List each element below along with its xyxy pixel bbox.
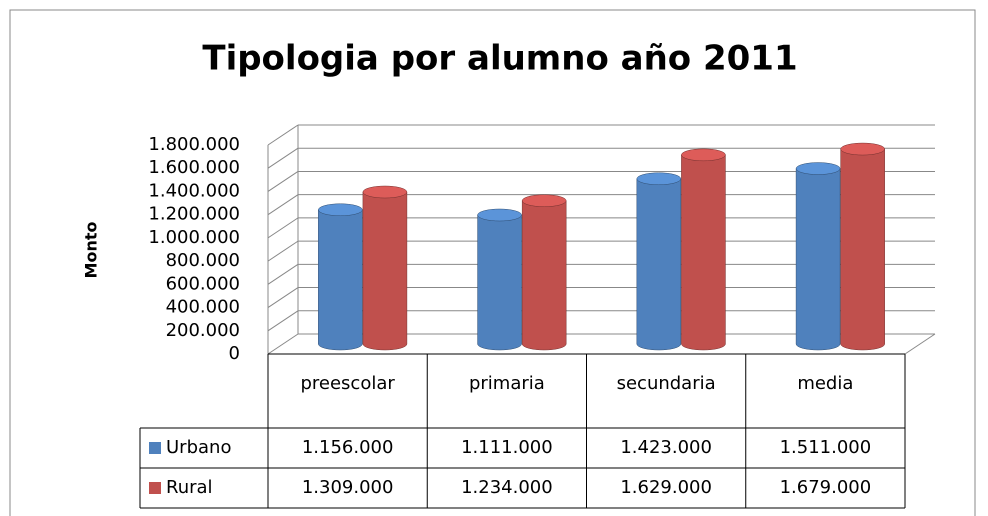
grid-line [267, 217, 299, 239]
legend-swatch [149, 482, 161, 494]
table-value: 1.111.000 [461, 437, 553, 458]
floor-edge [904, 333, 936, 355]
y-tick-label: 1.400.000 [148, 180, 240, 201]
cylinder-top [795, 162, 841, 175]
cylinder-body [840, 148, 885, 351]
y-tick-label: 600.000 [166, 273, 240, 294]
cylinder [521, 194, 567, 351]
cylinder-body [362, 191, 408, 351]
y-tick-label: 800.000 [166, 250, 240, 271]
table-value: 1.309.000 [302, 477, 394, 498]
y-tick-label: 1.200.000 [148, 204, 240, 225]
y-tick-label: 1.000.000 [148, 227, 240, 248]
table-value: 1.679.000 [780, 477, 872, 498]
chart-title: Tipologia por alumno año 2011 [202, 39, 797, 79]
y-tick-label: 1.800.000 [148, 134, 240, 155]
grid-line [267, 194, 299, 216]
cylinder-top [636, 172, 682, 186]
table-value: 1.156.000 [302, 437, 394, 458]
cylinder [477, 208, 522, 351]
cylinder-top [521, 194, 567, 207]
cylinder [318, 203, 363, 351]
cylinder [840, 142, 885, 351]
grid-line [267, 147, 299, 169]
grid-line [267, 310, 299, 332]
grid-line [267, 171, 299, 192]
cylinder-body [477, 214, 522, 351]
cylinder-body [318, 209, 363, 351]
grid-line [267, 240, 299, 262]
table-value: 1.629.000 [620, 477, 712, 498]
category-label: primaria [469, 373, 545, 394]
category-label: preescolar [300, 373, 395, 394]
table-value: 1.511.000 [780, 437, 872, 458]
cylinder-body [636, 178, 682, 351]
y-tick-label: 0 [229, 343, 240, 364]
cylinder-top [318, 203, 363, 217]
legend-label: Urbano [166, 437, 231, 458]
category-label: media [797, 373, 853, 394]
cylinder [795, 162, 841, 351]
cylinder-body [795, 168, 841, 351]
y-tick-label: 1.600.000 [148, 157, 240, 178]
grid-line [267, 124, 299, 146]
table-value: 1.234.000 [461, 477, 553, 498]
cylinder [681, 148, 726, 351]
cylinder-body [521, 200, 567, 351]
cylinder-top [681, 148, 726, 162]
table-value: 1.423.000 [620, 437, 712, 458]
grid-line [267, 263, 299, 285]
cylinder-body [681, 154, 726, 351]
cylinder-top [840, 142, 885, 156]
cylinder [362, 185, 408, 351]
y-axis-label: Monto [82, 222, 101, 279]
cylinder-top [362, 185, 408, 199]
cylinder [636, 172, 682, 351]
grid-line [267, 333, 299, 355]
grid-line [267, 287, 299, 308]
legend-label: Rural [166, 477, 213, 498]
category-label: secundaria [617, 373, 716, 394]
cylinder-top [477, 208, 522, 222]
y-tick-label: 400.000 [166, 297, 240, 318]
legend-swatch [149, 442, 161, 454]
y-tick-label: 200.000 [166, 320, 240, 341]
